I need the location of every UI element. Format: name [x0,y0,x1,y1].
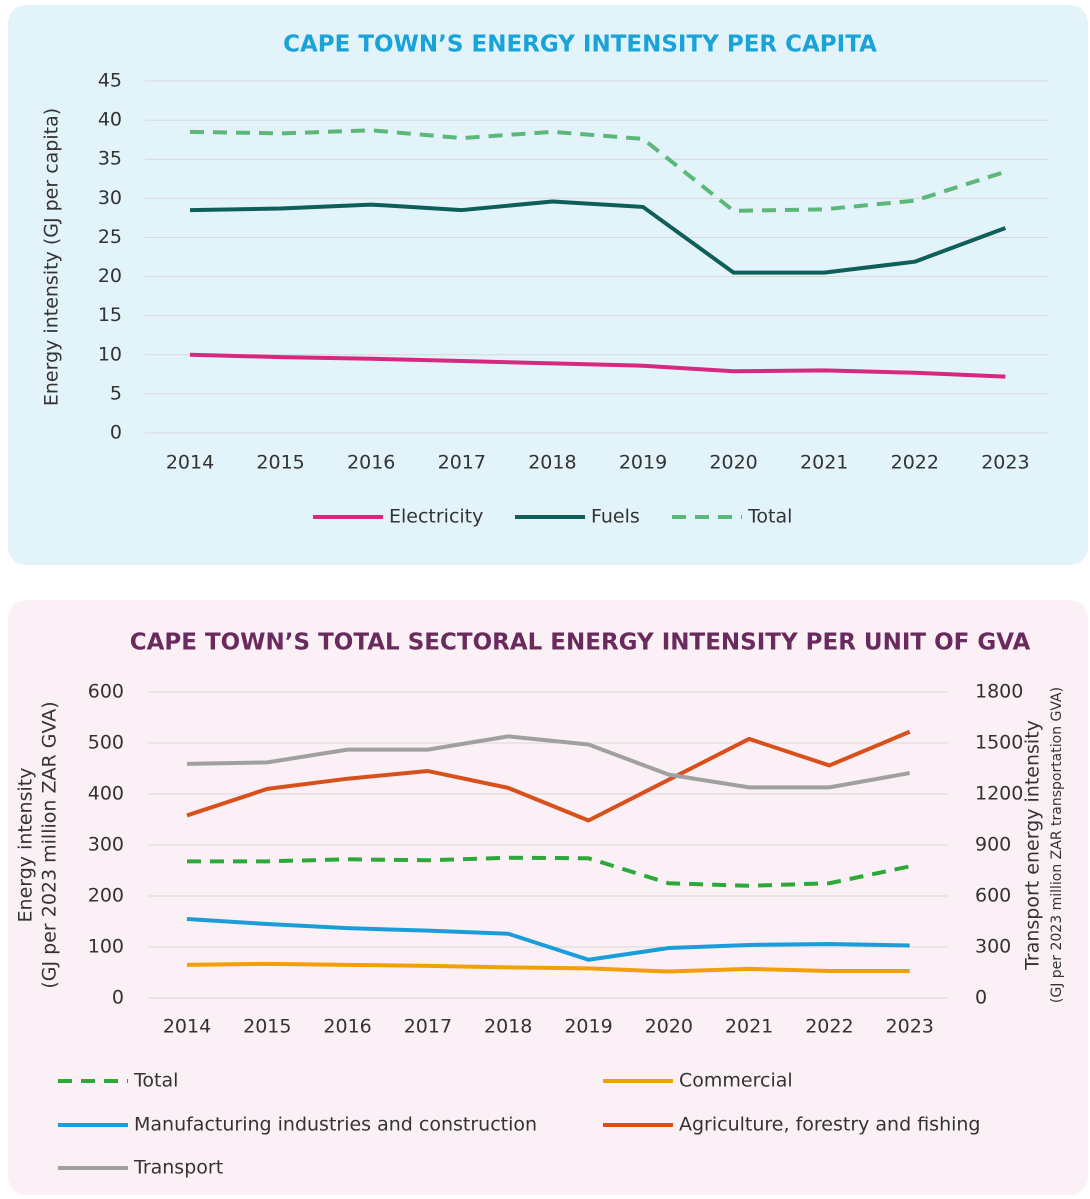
series-line [189,352,1006,379]
x-tick-label: 2016 [347,452,395,474]
legend-label: Agriculture, forestry and fishing [679,1114,981,1136]
x-tick-label: 2020 [645,1016,693,1038]
y-tick-label: 20 [98,265,122,287]
y-tick-label: 45 [98,70,122,92]
legend-label: Total [747,506,792,528]
x-tick-label: 2015 [256,452,304,474]
x-tick-label: 2021 [800,452,848,474]
y-tick-label: 500 [88,732,124,754]
x-tick-label: 2020 [709,452,757,474]
x-tick-label: 2019 [619,452,667,474]
y-tick-label: 100 [88,936,124,958]
y-tick-label: 30 [98,187,122,209]
y2-tick-label: 600 [975,885,1011,907]
x-tick-label: 2019 [564,1016,612,1038]
chart-title: CAPE TOWN’S TOTAL SECTORAL ENERGY INTENS… [130,630,1031,656]
y-axis-label: Energy intensity (GJ per capita) [41,108,63,406]
y-axis-label-line: (GJ per 2023 million ZAR GVA) [39,701,61,988]
x-tick-label: 2023 [981,452,1029,474]
legend-label: Total [133,1070,178,1092]
y2-tick-label: 300 [975,936,1011,958]
series-line [186,916,910,962]
panel [8,5,1088,565]
y-tick-label: 0 [110,422,122,444]
series-line [186,729,911,823]
y-tick-label: 600 [88,681,124,703]
x-tick-label: 2022 [891,452,939,474]
legend-label: Electricity [389,506,483,528]
legend-label: Transport [133,1157,223,1179]
x-tick-label: 2014 [166,452,214,474]
y-tick-label: 200 [88,885,124,907]
y2-tick-label: 0 [975,987,987,1009]
y-tick-label: 35 [98,148,122,170]
series-line [189,199,1007,275]
y-tick-label: 15 [98,304,122,326]
x-tick-label: 2021 [725,1016,773,1038]
y-tick-label: 400 [88,783,124,805]
y2-tick-label: 900 [975,834,1011,856]
x-tick-label: 2017 [438,452,486,474]
series-line [186,961,910,974]
legend-label: Fuels [591,506,640,528]
y-axis-label-line: Energy intensity (GJ per capita) [41,108,63,406]
y-axis-label: Energy intensity (GJ per 2023 million ZAR… [15,701,61,988]
x-tick-label: 2014 [163,1016,211,1038]
y-axis-label-line: Energy intensity [15,768,37,923]
y-tick-label: 40 [98,109,122,131]
series-line [187,855,911,888]
y2-tick-label: 1800 [975,681,1023,703]
y-tick-label: 5 [110,382,122,404]
x-tick-label: 2017 [404,1016,452,1038]
y-tick-label: 300 [88,834,124,856]
x-tick-label: 2023 [886,1016,934,1038]
y2-tick-label: 1200 [975,783,1023,805]
legend-label: Manufacturing industries and constructio… [134,1114,537,1136]
x-tick-label: 2016 [323,1016,371,1038]
y-tick-label: 10 [98,343,122,365]
series-line [186,734,911,790]
y2-axis-label: Transport energy intensity (GJ per 2023 m… [1022,687,1066,1003]
y2-tick-label: 1500 [975,732,1023,754]
x-tick-label: 2022 [805,1016,853,1038]
y-tick-label: 0 [112,987,124,1009]
x-tick-label: 2015 [243,1016,291,1038]
y2-axis-label-line: (GJ per 2023 million ZAR transportation … [1049,687,1065,1003]
chart-title: CAPE TOWN’S ENERGY INTENSITY PER CAPITA [283,32,877,58]
x-tick-label: 2018 [528,452,576,474]
y-tick-label: 25 [98,226,122,248]
panel [8,600,1088,1195]
legend-label: Commercial [679,1070,793,1092]
y2-axis-label-line: Transport energy intensity [1022,720,1044,971]
x-tick-label: 2018 [484,1016,532,1038]
